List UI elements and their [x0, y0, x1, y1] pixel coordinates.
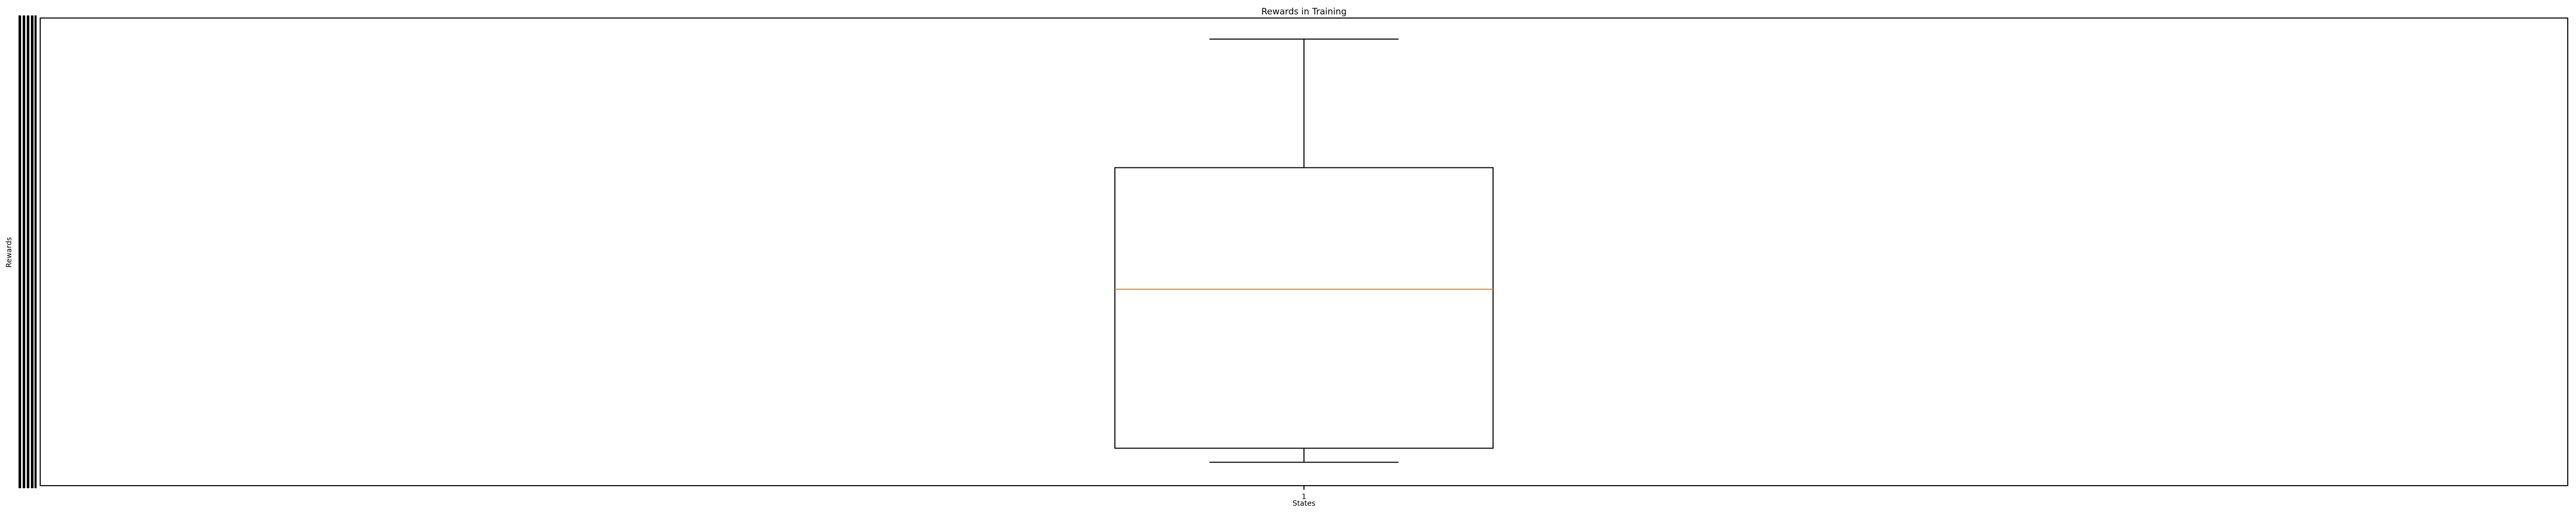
ytick-clutter-col-5 [35, 15, 37, 488]
ytick-label-clutter [19, 15, 37, 488]
ytick-clutter-col-4 [31, 15, 33, 488]
x-axis-ticks: 1 [1302, 486, 1307, 501]
y-axis-label: Rewards [5, 237, 13, 267]
chart-title: Rewards in Training [1261, 7, 1347, 17]
box-iqr [1114, 167, 1494, 449]
x-axis-label: States [1293, 500, 1315, 508]
ytick-clutter-col-3 [27, 15, 29, 488]
box-1 [1114, 38, 1494, 463]
x-tick-label: 1 [1302, 493, 1307, 501]
ytick-clutter-col-1 [19, 15, 21, 488]
ytick-clutter-col-2 [23, 15, 25, 488]
box-plot-group [1114, 38, 1494, 463]
